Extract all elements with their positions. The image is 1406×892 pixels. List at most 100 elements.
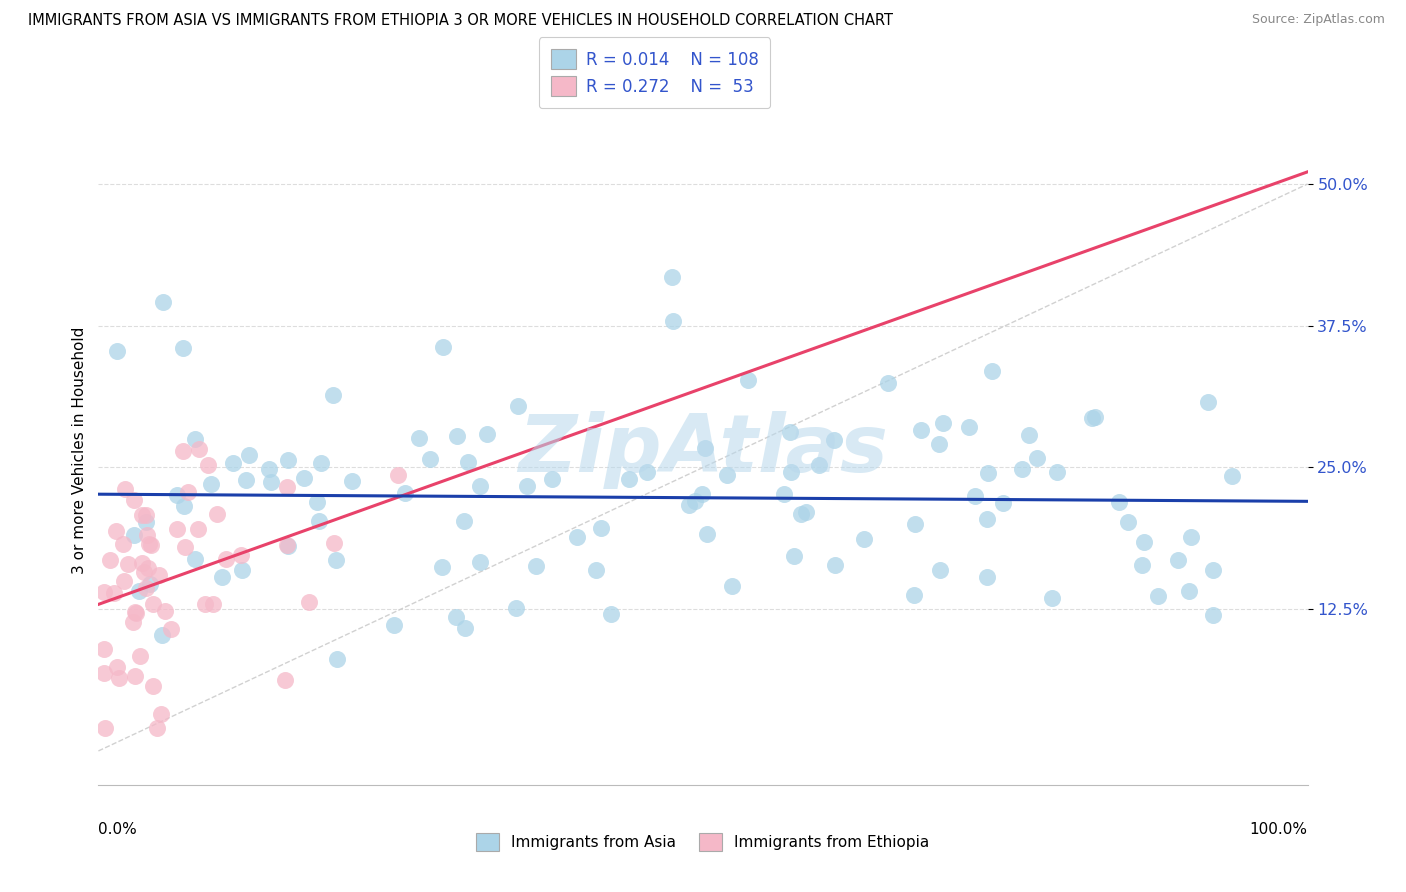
- Point: [166, 522, 188, 536]
- Point: [172, 341, 194, 355]
- Point: [524, 559, 547, 574]
- Point: [977, 466, 1000, 480]
- Point: [470, 479, 492, 493]
- Point: [142, 679, 165, 693]
- Point: [117, 557, 139, 571]
- Point: [231, 548, 253, 562]
- Point: [187, 522, 209, 536]
- Point: [93, 721, 115, 735]
- Point: [173, 499, 195, 513]
- Point: [408, 430, 430, 444]
- Point: [931, 416, 953, 430]
- Point: [166, 488, 188, 502]
- Point: [599, 607, 621, 622]
- Point: [257, 462, 280, 476]
- Point: [93, 666, 115, 681]
- Point: [194, 597, 217, 611]
- Point: [322, 388, 344, 402]
- Point: [419, 451, 441, 466]
- Point: [852, 532, 875, 546]
- Point: [188, 442, 211, 456]
- Text: IMMIGRANTS FROM ASIA VS IMMIGRANTS FROM ETHIOPIA 3 OR MORE VEHICLES IN HOUSEHOLD: IMMIGRANTS FROM ASIA VS IMMIGRANTS FROM …: [28, 13, 893, 29]
- Point: [516, 479, 538, 493]
- Point: [135, 528, 157, 542]
- Point: [779, 425, 801, 439]
- Point: [910, 423, 932, 437]
- Point: [903, 588, 925, 602]
- Point: [340, 474, 363, 488]
- Point: [1147, 589, 1170, 603]
- Y-axis label: 3 or more Vehicles in Household: 3 or more Vehicles in Household: [72, 326, 87, 574]
- Point: [138, 537, 160, 551]
- Point: [453, 514, 475, 528]
- Point: [1180, 529, 1202, 543]
- Point: [124, 669, 146, 683]
- Point: [238, 448, 260, 462]
- Point: [149, 707, 172, 722]
- Point: [111, 536, 134, 550]
- Point: [928, 563, 950, 577]
- Point: [159, 622, 181, 636]
- Point: [721, 579, 744, 593]
- Point: [277, 539, 299, 553]
- Point: [696, 526, 718, 541]
- Point: [202, 597, 225, 611]
- Point: [124, 606, 146, 620]
- Point: [135, 508, 157, 523]
- Point: [928, 437, 950, 451]
- Point: [323, 535, 346, 549]
- Point: [1018, 428, 1040, 442]
- Point: [125, 607, 148, 621]
- Point: [298, 594, 321, 608]
- Point: [1133, 535, 1156, 549]
- Point: [965, 489, 987, 503]
- Point: [716, 467, 738, 482]
- Point: [93, 585, 115, 599]
- Point: [122, 528, 145, 542]
- Point: [184, 551, 207, 566]
- Legend: Immigrants from Asia, Immigrants from Ethiopia: Immigrants from Asia, Immigrants from Et…: [470, 827, 936, 857]
- Point: [177, 484, 200, 499]
- Point: [128, 583, 150, 598]
- Point: [794, 505, 817, 519]
- Point: [541, 472, 564, 486]
- Point: [783, 549, 806, 563]
- Point: [172, 443, 194, 458]
- Point: [277, 453, 299, 467]
- Point: [231, 563, 253, 577]
- Point: [1178, 584, 1201, 599]
- Point: [394, 486, 416, 500]
- Point: [1084, 410, 1107, 425]
- Point: [105, 344, 128, 359]
- Point: [1108, 495, 1130, 509]
- Point: [292, 470, 315, 484]
- Point: [129, 648, 152, 663]
- Point: [132, 566, 155, 580]
- Point: [1201, 564, 1223, 578]
- Point: [683, 494, 706, 508]
- Point: [432, 340, 454, 354]
- Point: [773, 486, 796, 500]
- Point: [326, 651, 349, 665]
- Point: [823, 433, 845, 447]
- Text: Source: ZipAtlas.com: Source: ZipAtlas.com: [1251, 13, 1385, 27]
- Point: [1116, 516, 1139, 530]
- Point: [505, 601, 527, 615]
- Point: [307, 494, 329, 508]
- Point: [1080, 410, 1102, 425]
- Point: [1046, 466, 1069, 480]
- Point: [1197, 395, 1219, 409]
- Point: [690, 486, 713, 500]
- Point: [737, 373, 759, 387]
- Point: [678, 498, 700, 512]
- Point: [197, 458, 219, 472]
- Point: [145, 721, 167, 735]
- Point: [136, 561, 159, 575]
- Point: [105, 524, 128, 539]
- Point: [693, 441, 716, 455]
- Point: [122, 492, 145, 507]
- Point: [131, 556, 153, 570]
- Point: [260, 475, 283, 489]
- Point: [308, 514, 330, 528]
- Point: [131, 508, 153, 522]
